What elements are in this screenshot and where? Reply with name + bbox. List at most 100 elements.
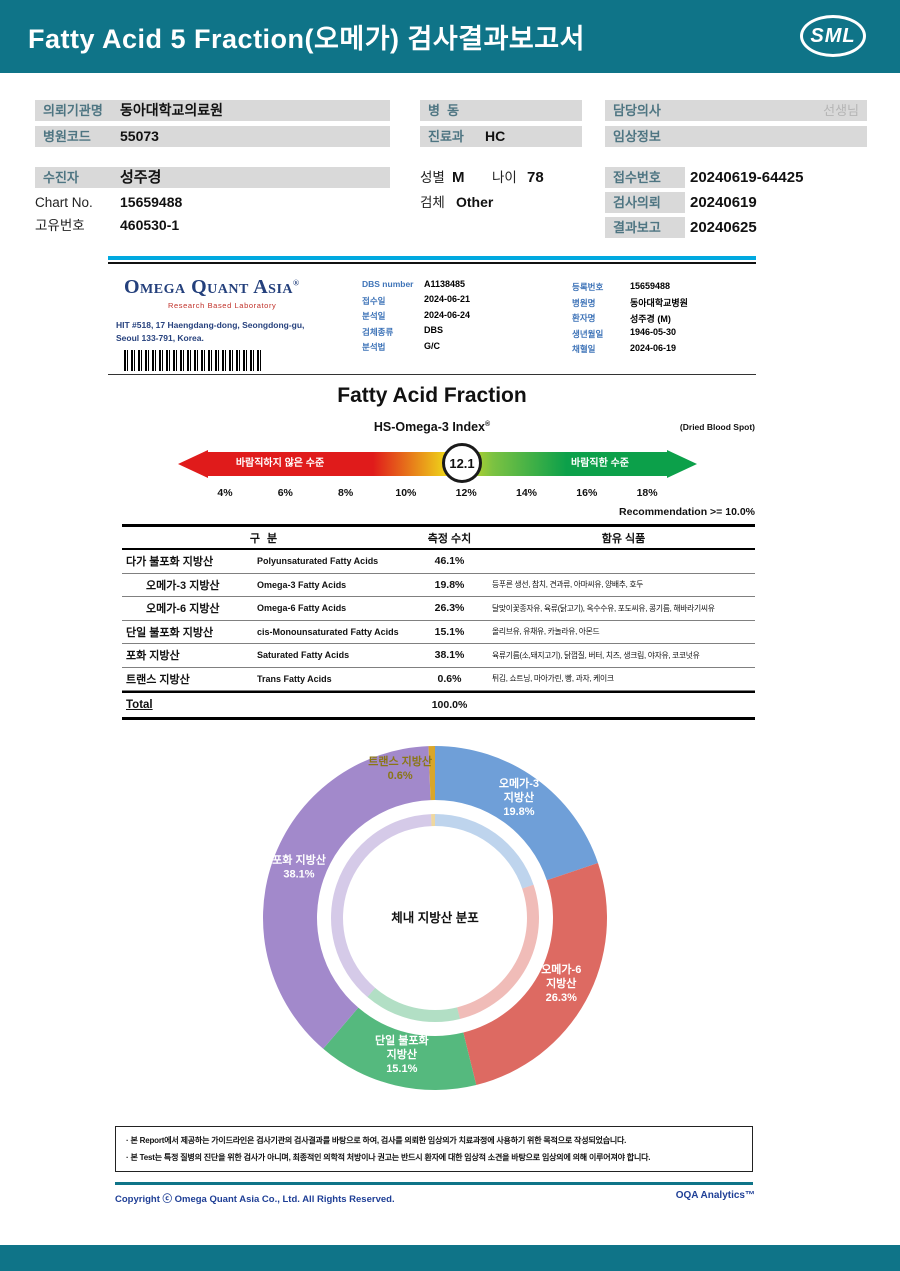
gauge-right-arrow-icon [667,450,697,478]
report-top-accent-line [108,256,756,260]
lab-logo: Omega Quant Asia® [124,276,300,299]
field-ward-label: 병 동 [428,103,460,118]
lab-logo-text: Omega Quant Asia [124,276,294,298]
donut-segment [435,814,534,889]
fatty-acid-table-body: 다가 불포화 지방산 Polyunsaturated Fatty Acids 46.… [122,550,755,691]
gauge-low-zone-label: 바람직하지 않은 수준 [235,458,325,469]
gauge-tick: 18% [636,487,658,499]
field-sex-value: M [452,169,465,186]
field-age-label: 나이 [492,170,517,185]
field-request-date: 검사의뢰 [605,192,685,213]
index-title: HS-Omega-3 Index® [108,420,756,434]
lab-patient-field-value: 2024-06-19 [630,342,677,353]
lab-patient-field-value: 동아대학교병원 [630,298,688,309]
lab-header-divider [108,374,756,375]
copyright-text: Copyright ⓒ Omega Quant Asia Co., Ltd. A… [115,1194,395,1205]
field-doctor-value: 선생님 [823,103,859,118]
lab-specimen-field-value: 2024-06-24 [424,309,471,320]
field-org-label: 의뢰기관명 [43,103,103,118]
fatty-acid-table-header: 구 분 측정 수치 함유 식품 [122,524,755,550]
total-label: Total [126,699,153,711]
donut-segment [435,746,598,881]
lab-specimen-field-label: 분석법 [362,342,386,353]
lab-patient-field-label: 생년월일 [572,328,604,339]
lab-specimen-field-value: DBS [424,325,444,336]
field-uid-label: 고유번호 [35,218,85,233]
lab-patient-field-row: 병원명 동아대학교병원 [572,297,756,313]
header-measured-value: 측정 수치 [427,532,472,545]
gauge-tick: 6% [277,487,293,499]
field-department: 진료과 HC [420,126,582,147]
donut-segment [463,863,607,1085]
cell-measured-value: 15.1% [434,625,465,638]
lab-address-line2: Seoul 133-791, Korea. [116,333,204,343]
lab-patient-field-label: 채혈일 [572,344,596,355]
omega3-index-gauge: 바람직하지 않은 수준 바람직한 수준 12.1 [178,443,697,483]
field-doctor-label: 담당의사 [613,103,661,118]
field-org-value: 동아대학교의료원 [120,102,224,118]
lab-specimen-field-row: DBS number A1138485 [362,279,562,295]
field-uid-value: 460530-1 [120,217,180,233]
field-department-label: 진료과 [428,129,464,144]
field-receipt-no-label: 접수번호 [613,170,661,185]
field-hospital-code: 병원코드 55073 [35,126,390,147]
lab-patient-field-label: 병원명 [572,297,596,308]
cell-name-en: Saturated Fatty Acids [257,650,350,661]
fat-distribution-donut-chart: 체내 지방산 분포 오메가-3 지방산 19.8% 오메가-6 지방산 26.3% 단일 불… [263,746,607,1090]
cell-name-kr: 단일 불포화 지방산 [126,626,214,639]
cell-food-sources: 튀김, 쇼트닝, 마아가린, 빵, 과자, 케이크 [492,674,614,684]
lab-specimen-field-value: 2024-06-21 [424,294,471,305]
cell-name-kr: 오메가-3 지방산 [146,579,220,592]
lab-specimen-field-row: 접수일 2024-06-21 [362,294,562,311]
donut-segment-label: 오메가-3 지방산 19.8% [499,776,539,818]
lab-patient-field-row: 채혈일 2024-06-19 [572,343,756,359]
field-receipt-no-value: 20240619-64425 [690,169,804,186]
field-chart-no-label: Chart No. [35,195,93,210]
field-patient: 수진자 성주경 [35,167,390,188]
lab-specimen-field-row: 분석법 G/C [362,341,562,357]
page-footer-bar [0,1245,900,1271]
donut-segment [323,1007,477,1090]
field-patient-value: 성주경 [120,169,162,186]
field-chart-no-value: 15659488 [120,194,183,210]
lab-specimen-field-label: DBS number [362,279,414,289]
field-clinical-info: 임상정보 [605,126,867,147]
donut-segment [431,814,435,827]
gauge-high-zone-label: 바람직한 수준 [571,458,629,469]
cell-measured-value: 0.6% [437,672,462,685]
gauge-value-marker: 12.1 [442,443,482,483]
field-org: 의뢰기관명 동아대학교의료원 [35,100,390,121]
field-department-value: HC [485,128,506,144]
donut-segment [457,884,539,1019]
barcode [124,350,264,371]
cell-food-sources: 달맞이꽃종자유, 육류(닭고기), 옥수수유, 포도씨유, 콩기름, 해바라기씨… [492,603,715,613]
cell-name-en: cis-Monounsaturated Fatty Acids [257,626,399,637]
field-receipt-no: 접수번호 [605,167,685,188]
index-title-text: HS-Omega-3 Index [373,420,485,434]
fatty-acid-table: 구 분 측정 수치 함유 식품 다가 불포화 지방산 Polyunsaturate… [122,524,755,720]
fatty-acid-table-total-row: Total 100.0% [122,691,755,720]
field-hospital-code-value: 55073 [120,128,159,144]
field-sex-label: 성별 [420,170,445,185]
field-doctor: 담당의사 선생님 [605,100,867,121]
oqa-analytics-text: OQA Analytics™ [675,1190,755,1201]
lab-patient-field-label: 등록번호 [572,282,604,292]
field-request-date-label: 검사의뢰 [613,195,661,210]
lab-specimen-fields: DBS number A1138485 접수일 2024-06-21 분석일 2024-0… [362,279,562,357]
page-title: Fatty Acid 5 Fraction(오메가) 검사결과보고서 [28,24,585,54]
field-age-value: 78 [527,169,544,186]
cell-food-sources: 등푸른 생선, 참치, 견과류, 아마씨유, 양배추, 호두 [492,580,644,590]
dried-blood-spot-note: (Dried Blood Spot) [679,422,755,432]
header-food-sources: 함유 식품 [601,532,646,545]
cell-name-kr: 트랜스 지방산 [126,673,190,686]
cell-name-kr: 다가 불포화 지방산 [126,556,214,569]
field-specimen-label: 검체 [420,195,445,210]
field-specimen-value: Other [456,194,494,210]
gauge-tick: 14% [515,487,538,499]
donut-segment [367,987,460,1022]
gauge-left-arrow-icon [178,450,208,478]
fatty-acid-table-row: 단일 불포화 지방산 cis-Monounsaturated Fatty Acid… [122,621,755,644]
lab-patient-field-value: 15659488 [630,280,671,291]
donut-segment [428,746,435,801]
